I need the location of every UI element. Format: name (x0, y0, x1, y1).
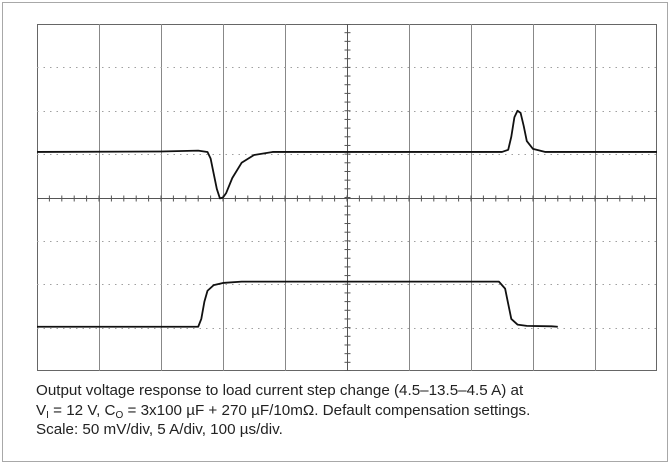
caption-c-subscript: O (115, 409, 124, 421)
graticule (37, 24, 657, 371)
load-current-trace (37, 280, 558, 328)
traces (37, 109, 657, 328)
output-voltage-trace (37, 109, 657, 200)
oscilloscope-screen (37, 24, 657, 371)
figure-caption: Output voltage response to load current … (36, 381, 664, 440)
figure-frame (2, 2, 668, 462)
caption-line-3: Scale: 50 mV/div, 5 A/div, 100 µs/div. (36, 421, 283, 438)
caption-line-2-mid: = 12 V, C (48, 401, 116, 419)
caption-line-1: Output voltage response to load current … (36, 382, 524, 399)
caption-line-2-end: = 3x100 µF + 270 µF/10mΩ. Default compen… (123, 401, 531, 419)
caption-v-symbol: V (36, 401, 47, 419)
caption-v-subscript: I (46, 409, 49, 421)
caption-line-2: VI = 12 V, CO = 3x100 µF + 270 µF/10mΩ. … (36, 401, 664, 421)
